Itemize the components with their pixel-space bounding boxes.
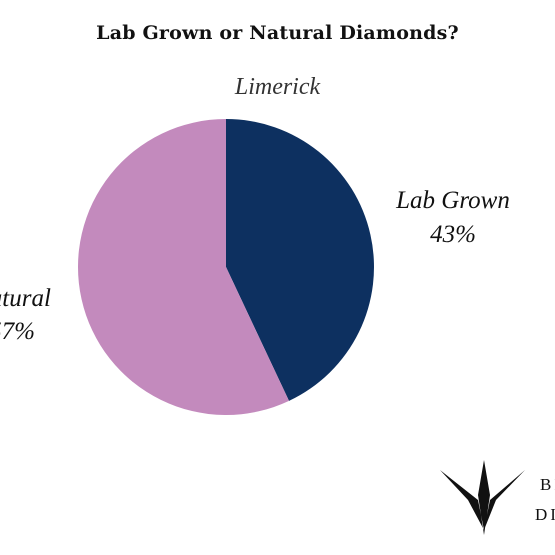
pie-slices <box>77 119 374 416</box>
pie-slice-lab-grown <box>226 119 374 401</box>
logo-text-line1: BE <box>540 475 555 494</box>
slice-label-natural: Natural <box>0 285 51 312</box>
slice-value-natural: 57% <box>0 318 35 345</box>
chart-subtitle: Limerick <box>234 74 321 100</box>
logo-text-line2: DIA <box>535 505 555 524</box>
brand-logo: BE DIA <box>440 460 555 535</box>
chart-title: Lab Grown or Natural Diamonds? <box>96 22 459 44</box>
pie-slice-natural <box>77 119 290 416</box>
slice-label-lab-grown: Lab Grown <box>395 187 510 214</box>
slice-value-lab-grown: 43% <box>430 221 476 248</box>
crown-spikes-logo-icon <box>440 460 525 535</box>
